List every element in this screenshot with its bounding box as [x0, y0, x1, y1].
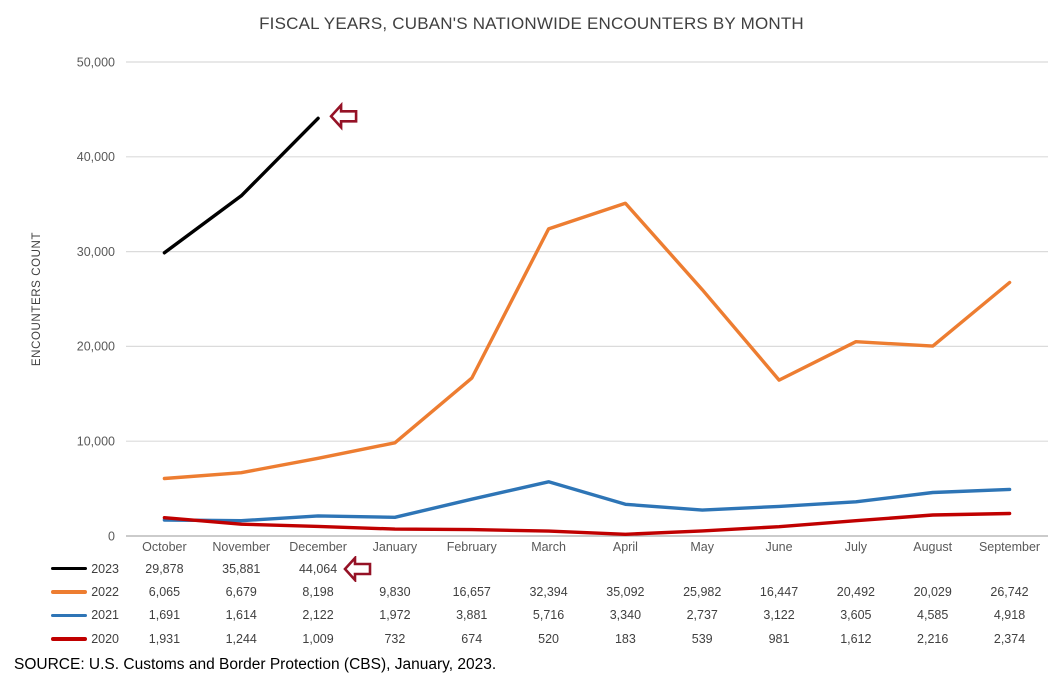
y-axis-tick-labels: 0 10,000 20,000 30,000 40,000 50,000	[77, 55, 115, 543]
month-header: June	[765, 540, 793, 554]
cell-value: 674	[461, 631, 483, 646]
year-label: 2021	[91, 608, 119, 623]
cell-value: 16,657	[452, 585, 491, 600]
month-header-row: October November December January February Ma…	[0, 537, 1048, 557]
cell-value: 1,614	[225, 608, 257, 623]
legend-key-2020: 2020	[0, 632, 126, 646]
legend-key-2021: 2021	[0, 608, 126, 622]
cell-value: 20,029	[913, 585, 952, 600]
legend-line-swatch	[51, 566, 88, 571]
cell-value: 1,691	[148, 608, 181, 623]
annotation-arrow-icon	[329, 101, 358, 131]
cell-value: 6,065	[148, 585, 181, 600]
cell-value: 981	[768, 631, 790, 646]
chart-annotations	[329, 101, 358, 131]
cell-value: 2,374	[993, 631, 1026, 646]
y-axis-title: ENCOUNTERS COUNT	[31, 232, 43, 366]
table-row-2023: 2023 29,878 35,881 44,064	[0, 554, 1048, 584]
table-row-2022: 2022 6,065 6,679 8,198 9,830 16,657 32,394 35,0…	[0, 580, 1048, 603]
cell-value: 1,972	[379, 608, 411, 623]
month-header: September	[978, 540, 1041, 554]
month-header: November	[212, 540, 271, 554]
legend-line-swatch	[51, 590, 88, 594]
cell-value: 4,918	[993, 608, 1026, 623]
cell-value: 4,585	[917, 608, 949, 623]
cell-value: 29,878	[145, 561, 184, 576]
cell-value: 3,340	[609, 608, 642, 623]
cell-value: 539	[691, 631, 713, 646]
gridlines	[126, 61, 1048, 537]
cell-value: 35,881	[222, 561, 261, 576]
y-tick-label: 10,000	[77, 435, 115, 449]
annotation-arrow-icon	[343, 554, 372, 584]
legend-line-swatch	[51, 637, 88, 641]
y-tick-label: 20,000	[77, 340, 115, 354]
legend-key-2022: 2022	[0, 585, 126, 599]
chart-title: FISCAL YEARS, CUBAN'S NATIONWIDE ENCOUNT…	[259, 14, 804, 33]
cell-value: 2,216	[917, 631, 949, 646]
y-tick-label: 50,000	[77, 55, 115, 69]
month-header: December	[289, 540, 347, 554]
year-label: 2022	[91, 585, 119, 600]
data-table: October November December January February Ma…	[0, 537, 1048, 651]
plot-area: 0 10,000 20,000 30,000 40,000 50,000 ENCOUNTE…	[31, 55, 1048, 543]
year-label: 2020	[91, 631, 119, 646]
cell-value: 1,009	[302, 631, 334, 646]
cell-value: 6,679	[225, 585, 257, 600]
cell-value: 2,122	[302, 608, 334, 623]
month-header: January	[372, 540, 418, 554]
series-line-2022	[162, 201, 1012, 481]
cell-value: 9,830	[379, 585, 411, 600]
year-label: 2023	[91, 561, 119, 576]
series-line-2020	[162, 511, 1012, 536]
y-tick-label: 0	[108, 529, 115, 543]
y-tick-label: 30,000	[77, 245, 115, 259]
month-header: April	[612, 540, 638, 554]
month-header: October	[142, 540, 187, 554]
cell-value: 1,931	[148, 631, 181, 646]
cell-value: 3,122	[763, 608, 795, 623]
month-header: May	[690, 540, 715, 554]
cell-value: 2,737	[686, 608, 718, 623]
legend-key-2023: 2023	[0, 562, 126, 576]
cell-value: 520	[538, 631, 559, 646]
source-note: SOURCE: U.S. Customs and Border Protecti…	[14, 656, 497, 673]
cell-value: 1,612	[840, 631, 872, 646]
cell-value: 25,982	[683, 585, 722, 600]
cell-value: 16,447	[759, 585, 799, 600]
cell-value: 5,716	[532, 608, 565, 623]
cell-value: 183	[614, 631, 636, 646]
cell-value: 20,492	[836, 585, 875, 600]
cell-value: 35,092	[606, 585, 645, 600]
cell-value: 3,605	[840, 608, 872, 623]
month-header: August	[913, 540, 953, 554]
cell-value: 3,881	[456, 608, 488, 623]
legend-line-swatch	[51, 613, 88, 618]
y-tick-label: 40,000	[77, 150, 115, 164]
series-line-2023	[162, 116, 320, 255]
series-line-2021	[162, 480, 1012, 523]
cell-value: 8,198	[302, 585, 334, 600]
series-lines	[162, 116, 1012, 536]
cell-value: 32,394	[529, 585, 568, 600]
cell-value: 1,244	[225, 631, 257, 646]
month-header: July	[844, 540, 867, 554]
cell-value: 26,742	[990, 585, 1029, 600]
table-row-2020: 2020 1,931 1,244 1,009 732 674 520 183 539 981 1,6…	[0, 627, 1048, 650]
cell-value: 44,064	[280, 554, 372, 584]
month-header: March	[531, 540, 566, 554]
month-header: February	[446, 540, 497, 554]
table-row-2021: 2021 1,691 1,614 2,122 1,972 3,881 5,716 3,340 2…	[0, 604, 1048, 627]
cell-value: 732	[384, 631, 406, 646]
